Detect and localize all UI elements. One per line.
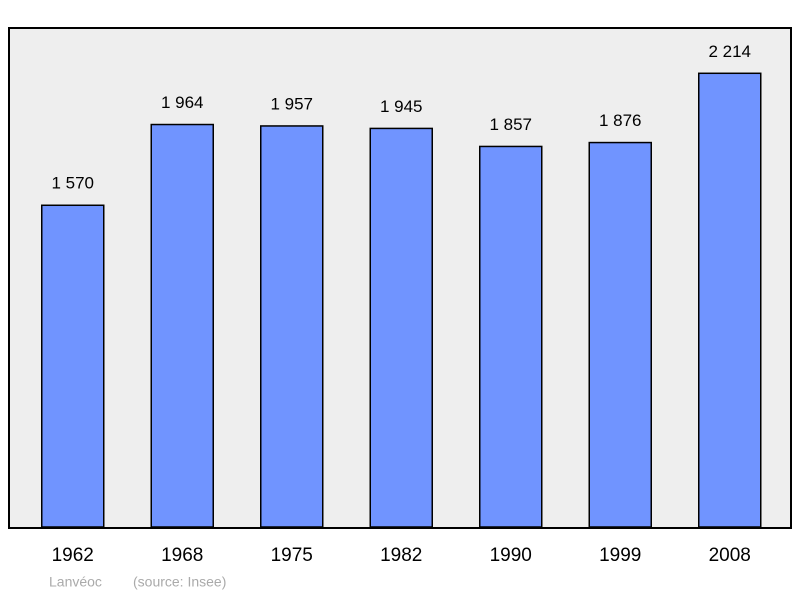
bar [150, 123, 214, 528]
x-tick-label: 1982 [380, 545, 422, 566]
value-label: 1 957 [270, 94, 313, 113]
value-label: 1 857 [489, 115, 532, 134]
bar [479, 145, 543, 528]
source-label: (source: Insee) [133, 574, 226, 590]
x-tick-label: 1999 [599, 545, 641, 566]
bar [41, 204, 105, 528]
value-label: 1 945 [380, 97, 423, 116]
x-tick-label: 1975 [271, 545, 313, 566]
x-tick-label: 1962 [52, 545, 94, 566]
x-tick-label: 1990 [490, 545, 532, 566]
x-tick-label: 2008 [709, 545, 751, 566]
bar [260, 125, 324, 528]
place-label: Lanvéoc [49, 574, 102, 590]
bar [369, 127, 433, 528]
value-label: 1 570 [51, 174, 94, 193]
value-label: 1 964 [161, 93, 204, 112]
value-label: 2 214 [708, 42, 751, 61]
bar [588, 141, 652, 528]
value-label: 1 876 [599, 111, 642, 130]
x-tick-label: 1968 [161, 545, 203, 566]
bar [698, 72, 762, 528]
